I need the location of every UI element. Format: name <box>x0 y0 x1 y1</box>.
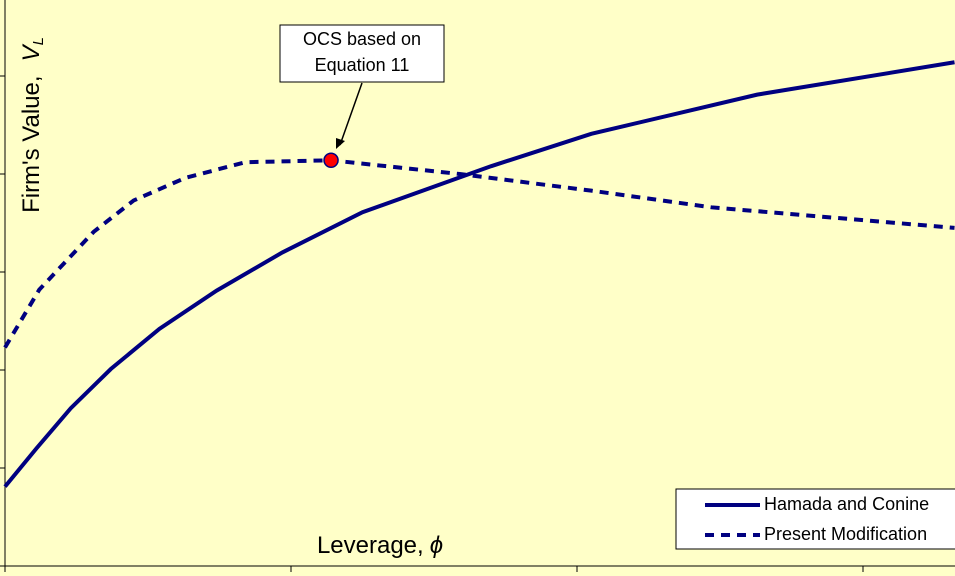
x-label-text: Leverage, <box>317 532 424 559</box>
series-line <box>3 60 955 488</box>
y-label-subscript: L <box>30 37 47 45</box>
annotation-text: Equation 11 <box>315 55 410 75</box>
annotation-text: OCS based on <box>303 29 421 49</box>
y-label-symbol: V <box>18 43 45 61</box>
series-line <box>3 158 955 349</box>
legend-label: Present Modification <box>764 524 927 544</box>
legend-box <box>675 488 955 550</box>
highlight-point <box>323 152 339 169</box>
x-label-symbol: ϕ <box>430 532 443 559</box>
x-axis-label: Leverage, ϕ <box>317 532 443 559</box>
annotation-arrowhead <box>336 138 345 149</box>
y-axis-label: Firm's Value, VL <box>18 37 47 213</box>
annotation-arrow <box>339 82 363 146</box>
annotation-box <box>279 24 445 83</box>
y-label-text: Firm's Value, <box>18 75 45 213</box>
legend-label: Hamada and Conine <box>764 494 929 514</box>
